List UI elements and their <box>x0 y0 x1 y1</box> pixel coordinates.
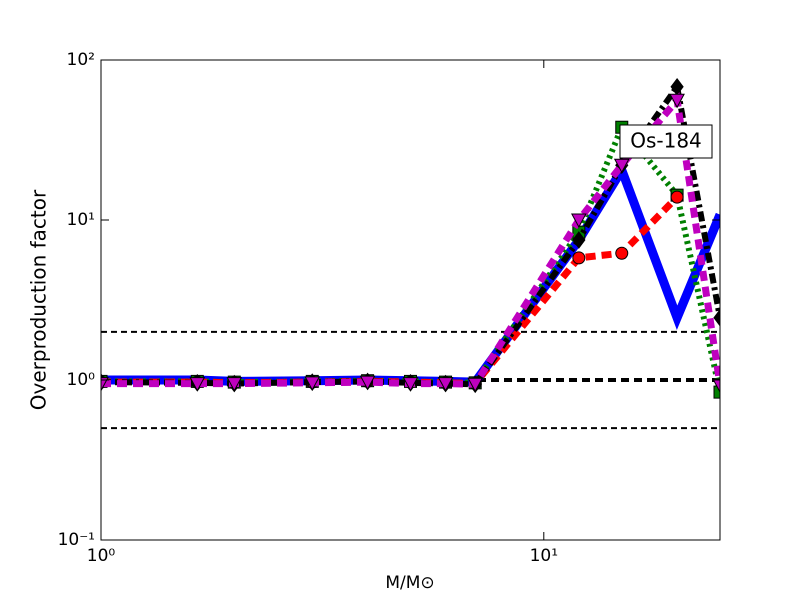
marker <box>712 378 720 394</box>
x-tick-label: 10¹ <box>530 546 558 566</box>
marker <box>437 377 454 392</box>
marker <box>713 308 720 327</box>
plot-area <box>101 77 720 430</box>
marker <box>713 385 720 399</box>
marker <box>226 377 243 392</box>
annotation: Os-184 <box>630 129 702 153</box>
y-tick-label: 10⁰ <box>67 370 96 390</box>
x-axis-label: M/M⊙ <box>385 573 434 593</box>
x-tick-label: 10⁰ <box>87 546 116 566</box>
y-tick-label: 10⁻¹ <box>58 530 95 550</box>
marker <box>572 231 586 249</box>
marker <box>670 190 684 204</box>
marker <box>615 246 629 260</box>
axes-frame <box>100 59 721 541</box>
y-tick-label: 10² <box>67 50 95 70</box>
marker <box>572 251 586 265</box>
marker <box>571 213 587 229</box>
marker <box>402 377 419 392</box>
y-tick-label: 10¹ <box>67 210 95 230</box>
y-axis-label: Overproduction factor <box>27 189 51 410</box>
marker <box>669 93 685 109</box>
marker <box>359 375 376 391</box>
data-line <box>101 92 720 388</box>
marker <box>101 377 109 392</box>
marker <box>613 158 630 174</box>
marker <box>304 376 321 391</box>
marker <box>467 377 484 393</box>
annotation-box <box>619 124 713 159</box>
marker <box>189 377 206 392</box>
